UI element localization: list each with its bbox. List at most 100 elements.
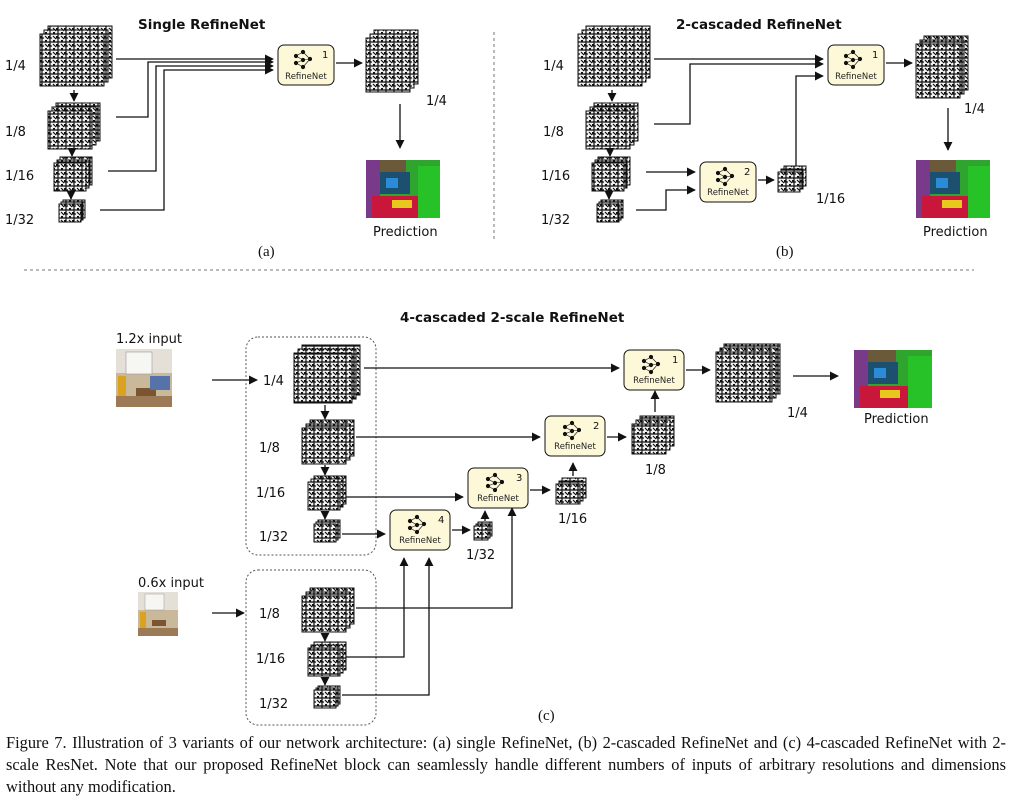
feature-map-stack [365, 29, 419, 93]
prediction-image [366, 160, 440, 218]
feature-map-stack [293, 344, 361, 404]
panel-c-scale-label: 1/8 [259, 441, 280, 456]
panel-c-sublabel: (c) [538, 708, 555, 724]
panel-b-scale-label: 1/32 [541, 213, 570, 228]
prediction-label: Prediction [864, 412, 929, 427]
panel-c-title: 4-cascaded 2-scale RefineNet [400, 310, 625, 326]
refinenet-label: RefineNet [707, 188, 749, 198]
input-image-bottom [138, 592, 178, 636]
arrow [100, 65, 274, 211]
panel-c-scale-label: 1/32 [259, 530, 288, 545]
arrow [795, 71, 824, 166]
feature-map-stack [307, 641, 347, 677]
refinenet-block: 4 RefineNet [389, 509, 451, 551]
output-scale-label: 1/8 [645, 463, 666, 478]
refinenet-number: 1 [672, 355, 678, 366]
resnet-group-bottom [245, 569, 377, 726]
prediction-label: Prediction [373, 225, 438, 240]
panel-b-scale-label: 1/4 [543, 59, 564, 74]
feature-map-stack [596, 199, 624, 223]
figure-caption: Figure 7. Illustration of 3 variants of … [6, 733, 1006, 796]
panel-a-scale-label: 1/16 [5, 169, 34, 184]
prediction-image [854, 350, 932, 408]
feature-map-stack [777, 165, 807, 193]
panel-c-scale-label: 1/16 [256, 486, 285, 501]
output-scale-label: 1/32 [466, 548, 495, 563]
arrow [636, 185, 696, 211]
refinenet-block: 3 RefineNet [467, 467, 529, 509]
arrow [342, 557, 434, 696]
refinenet-number: 1 [322, 50, 328, 61]
panel-a: Single RefineNet 1/4 1/8 1/16 1/32 [5, 17, 447, 260]
panel-b-scale-label: 1/8 [543, 125, 564, 140]
panel-c-scale-label: 1/8 [259, 607, 280, 622]
network-icon [485, 472, 505, 493]
feature-map-stack [307, 475, 347, 511]
network-icon [843, 49, 863, 70]
feature-map-stack [313, 685, 341, 709]
feature-map-stack [591, 156, 631, 192]
network-icon [715, 166, 735, 187]
feature-map-stack [715, 343, 781, 403]
feature-map-stack [313, 519, 341, 543]
feature-map-stack [58, 199, 86, 223]
panel-c-scale-label: 1/4 [263, 374, 284, 389]
panel-b-sublabel: (b) [776, 244, 794, 260]
refinenet-label: RefineNet [285, 72, 327, 82]
feature-map-stack [631, 415, 675, 455]
prediction-image [916, 160, 990, 218]
refinenet-block: 1 RefineNet [827, 44, 885, 86]
refinenet-label: RefineNet [633, 376, 675, 386]
refinenet-number: 4 [438, 515, 444, 526]
feature-map-stack [301, 419, 355, 465]
feature-map-stack [577, 25, 651, 87]
refinenet-label: RefineNet [477, 494, 519, 504]
arrow [116, 57, 274, 118]
feature-map-stack [473, 521, 493, 541]
panel-a-title: Single RefineNet [138, 17, 266, 33]
feature-map-stack [915, 35, 969, 99]
refinenet-number: 3 [516, 473, 522, 484]
panel-c-scale-label: 1/32 [259, 697, 288, 712]
arrow [108, 61, 274, 172]
refinenet-label: RefineNet [399, 536, 441, 546]
refinenet-block: 1 RefineNet [623, 349, 685, 391]
refinenet-block: 2 RefineNet [544, 415, 606, 457]
arrow [346, 557, 409, 658]
feature-map-stack [585, 102, 639, 150]
refinenet-number: 2 [593, 421, 599, 432]
panel-b-scale-label: 1/16 [541, 169, 570, 184]
feature-map-stack [53, 156, 93, 192]
resnet-group-top [245, 336, 377, 556]
panel-a-scale-label: 1/8 [5, 125, 26, 140]
network-icon [407, 514, 427, 535]
feature-map-stack [47, 102, 101, 150]
output-scale-label: 1/4 [426, 94, 447, 109]
arrow [356, 507, 517, 609]
refinenet-number: 1 [872, 50, 878, 61]
refinenet-number: 2 [744, 167, 750, 178]
refinenet-block: 1 RefineNet [277, 44, 335, 86]
prediction-label: Prediction [923, 225, 988, 240]
refinenet-label: RefineNet [554, 442, 596, 452]
panel-b-title: 2-cascaded RefineNet [676, 17, 842, 33]
feature-map-stack [555, 477, 587, 505]
panel-b: 2-cascaded RefineNet 1/4 1/8 1/16 1/32 [541, 17, 990, 260]
feature-map-stack [39, 25, 113, 87]
panel-a-scale-label: 1/32 [5, 213, 34, 228]
mid-scale-label: 1/16 [816, 192, 845, 207]
network-icon [641, 354, 661, 375]
feature-map-stack [301, 587, 355, 633]
output-scale-label: 1/4 [787, 406, 808, 421]
input-label-bottom: 0.6x input [138, 576, 204, 591]
output-scale-label: 1/16 [558, 512, 587, 527]
network-icon [562, 420, 582, 441]
network-icon [293, 49, 313, 70]
panel-a-scale-label: 1/4 [5, 59, 26, 74]
panel-a-sublabel: (a) [258, 244, 275, 260]
input-label-top: 1.2x input [116, 332, 182, 347]
refinenet-block: 2 RefineNet [699, 161, 757, 203]
panel-c: 4-cascaded 2-scale RefineNet 1.2x input … [116, 310, 932, 726]
arrow [654, 59, 824, 125]
